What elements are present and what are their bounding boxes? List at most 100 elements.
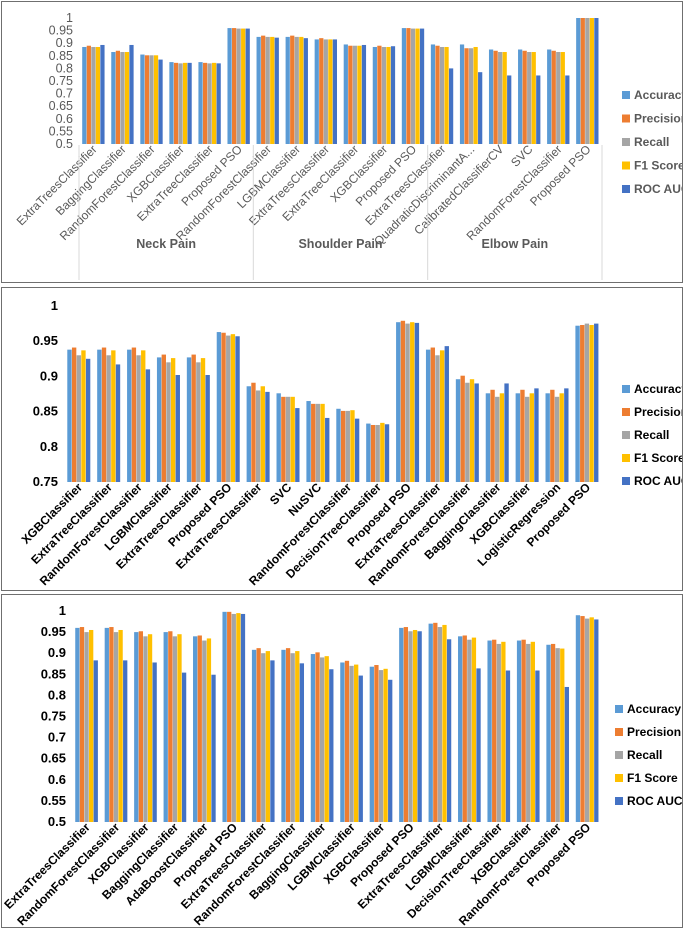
bar-recall [526, 643, 531, 822]
bar-roc-auc [354, 418, 360, 482]
bar-f1-score [147, 634, 153, 822]
bar-recall [149, 55, 154, 144]
y-tick-label: 0.65 [41, 751, 66, 766]
bar-f1-score [502, 52, 507, 144]
bar-accuracy [156, 357, 162, 482]
bar-roc-auc [299, 663, 305, 822]
legend-swatch [622, 408, 630, 416]
bar-recall [196, 362, 201, 482]
bar-accuracy [545, 393, 550, 482]
bar-roc-auc [265, 391, 270, 482]
bar-roc-auc [332, 39, 337, 144]
x-axis-categories: ExtraTreesClassifierRandomForestClassifi… [2, 820, 593, 927]
bar-precision [520, 389, 525, 482]
bar-roc-auc [123, 660, 128, 822]
bar-f1-score [182, 62, 188, 144]
bar-f1-score [177, 634, 182, 822]
y-tick-label: 0.85 [41, 666, 66, 681]
bar-f1-score [410, 322, 415, 482]
bar-precision [522, 50, 527, 145]
y-tick-label: 0.95 [49, 24, 73, 38]
bar-recall [410, 28, 416, 144]
bar-f1-score [473, 46, 478, 145]
bar-roc-auc [115, 364, 121, 482]
bar-f1-score [200, 358, 206, 482]
y-tick-label: 0.9 [48, 645, 66, 660]
bar-roc-auc [384, 424, 390, 482]
bar-roc-auc [235, 336, 240, 482]
bar-f1-score [124, 52, 130, 144]
legend-label: F1 Score [634, 451, 682, 465]
bar-f1-score [589, 617, 594, 822]
second-chart-panel: 0.75 0.8 0.85 0.9 0.95 1 XGBClassifier ExtraTre… [1, 287, 683, 591]
bar-roc-auc [474, 383, 479, 482]
bar-recall [315, 403, 321, 482]
bar-precision [71, 347, 77, 482]
bar-accuracy [366, 423, 371, 482]
bar-precision [281, 396, 286, 482]
bar-f1-score [320, 403, 325, 482]
y-tick-label: 0.75 [33, 474, 58, 489]
chart-2-svg: 0.75 0.8 0.85 0.9 0.95 1 XGBClassifierExtraTre… [19, 298, 682, 588]
bar-roc-auc [388, 679, 393, 822]
neck-shoulder-elbow-chart-panel: 0.5 0.55 0.6 0.65 0.7 0.75 0.8 0.85 0.9 0.95 1 Extr… [1, 1, 683, 283]
bar-roc-auc [565, 75, 570, 144]
bar-precision [460, 375, 465, 482]
bar-accuracy [455, 379, 461, 482]
bar-roc-auc [158, 59, 163, 144]
bar-f1-score [412, 629, 418, 822]
bar-recall [349, 665, 354, 822]
bar-roc-auc [536, 75, 541, 144]
y-tick-label: 0.5 [48, 814, 66, 829]
legend-swatch [622, 385, 630, 393]
bar-accuracy [336, 408, 341, 482]
bar-precision [315, 652, 320, 822]
bar-recall [378, 670, 384, 822]
bar-precision [191, 354, 196, 482]
bars [75, 611, 599, 822]
bar-accuracy [340, 662, 345, 822]
bar-roc-auc [181, 672, 187, 822]
bar-precision [435, 45, 440, 144]
bars [67, 320, 599, 482]
bar-recall [319, 657, 325, 822]
bar-precision [433, 622, 438, 822]
legend: Accuracy Precision Recall F1 Score ROC AUC [615, 702, 682, 808]
bar-roc-auc [295, 408, 300, 482]
third-chart-panel: 0.5 0.55 0.6 0.65 0.7 0.75 0.8 0.85 0.9 0.95 1 Extr… [1, 594, 683, 928]
bar-f1-score [529, 393, 534, 482]
y-tick-label: 0.95 [33, 333, 58, 348]
bar-precision [227, 611, 232, 822]
bar-recall [496, 643, 501, 822]
bar-precision [377, 45, 382, 144]
bar-accuracy [488, 49, 494, 144]
bar-roc-auc [93, 660, 98, 822]
x-axis-groups: Neck Pain Shoulder Pain Elbow Pain [78, 145, 603, 280]
bar-recall [465, 382, 470, 482]
bar-accuracy [485, 393, 491, 482]
bar-precision [580, 18, 585, 144]
y-tick-label: 0.95 [41, 624, 66, 639]
bar-accuracy [246, 386, 251, 482]
bar-precision [464, 48, 469, 144]
legend-swatch [622, 185, 630, 193]
bar-recall [352, 45, 357, 144]
bar-f1-score [439, 350, 445, 482]
legend-label: Accuracy [627, 702, 681, 716]
bar-accuracy [75, 627, 80, 822]
y-tick-label: 1 [51, 298, 58, 313]
bar-precision [138, 631, 144, 822]
bar-roc-auc [358, 675, 363, 822]
y-tick-label: 0.55 [41, 793, 66, 808]
y-tick-label: 1 [59, 603, 66, 618]
bar-accuracy [459, 44, 465, 144]
bar-accuracy [314, 39, 319, 144]
bar-roc-auc [446, 639, 452, 822]
bar-precision [374, 665, 379, 822]
legend-label: Recall [634, 428, 669, 442]
bar-roc-auc [274, 37, 279, 144]
bar-precision [340, 410, 346, 482]
bar-f1-score [295, 651, 300, 822]
bar-roc-auc [325, 417, 330, 482]
bar-recall [261, 653, 266, 822]
